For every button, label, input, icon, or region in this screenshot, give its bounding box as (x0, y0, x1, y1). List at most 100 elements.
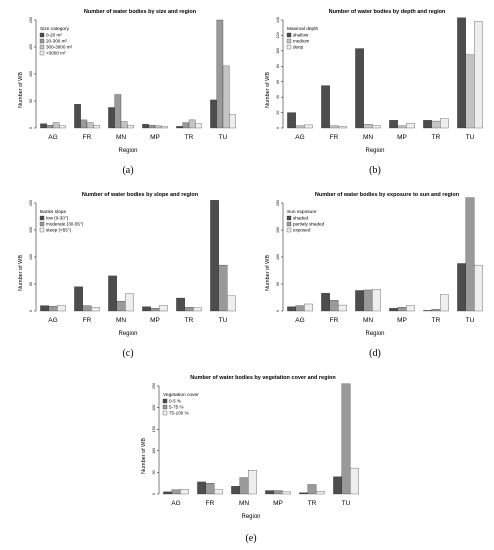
chart-legend: low (0-30°)moderate (30-55°)steep (>55°) (39, 215, 84, 233)
legend-swatch (39, 215, 45, 221)
bar (214, 489, 223, 495)
legend-label: exposed (293, 228, 311, 233)
panel-caption: (a) (122, 165, 134, 176)
chart-svg-slope: Number of water bodies by slope and regi… (18, 192, 236, 337)
bar (321, 293, 330, 312)
bar (457, 17, 466, 129)
legend-label: steep (>55°) (46, 228, 72, 233)
x-tick-label: FR (330, 317, 339, 324)
y-tick-label: 200 (152, 405, 156, 411)
y-tick-label: 50 (29, 282, 33, 286)
legend-label: shallow (293, 33, 309, 38)
legend-swatch (39, 221, 45, 227)
x-tick-label: MN (116, 134, 126, 141)
legend-label: 20-300 m² (46, 39, 67, 44)
legend-swatch (39, 50, 45, 56)
panel-caption: (d) (369, 348, 381, 359)
bar (227, 295, 236, 312)
chart-svg-vegetation: Number of water bodies by vegetation cov… (141, 375, 359, 520)
legend-label: partialy shaded (293, 222, 325, 227)
x-tick-label: FR (83, 317, 92, 324)
legend-swatch (39, 44, 45, 50)
y-tick-label: 50 (152, 470, 156, 474)
x-tick-label: MP (397, 134, 407, 141)
bar (154, 125, 162, 129)
bar (86, 122, 94, 129)
bar (304, 124, 313, 129)
bar (52, 122, 60, 129)
bar (465, 54, 475, 129)
x-tick-label: MN (116, 317, 126, 324)
bar (307, 484, 317, 495)
bar (40, 123, 47, 129)
bar (59, 125, 66, 129)
bar (338, 126, 347, 129)
bar (210, 200, 219, 312)
x-tick-label: MN (363, 134, 373, 141)
legend-swatch (286, 44, 292, 50)
x-tick-label: TR (432, 317, 441, 324)
legend-swatch (39, 32, 45, 38)
bar (182, 122, 190, 129)
bar (163, 491, 172, 495)
legend-title: Vegetation cover (163, 392, 199, 398)
legend-swatch (286, 38, 292, 44)
bar (148, 125, 156, 129)
bar (142, 306, 151, 312)
bar (295, 305, 305, 312)
x-axis-label: Region (365, 148, 384, 154)
bar (40, 305, 49, 312)
bar (142, 124, 149, 129)
bar (74, 104, 81, 129)
chart-title: Number of water bodies by slope and regi… (82, 192, 199, 198)
bar (216, 19, 224, 129)
y-tick-label: 150 (29, 227, 33, 233)
y-tick-label: 0 (29, 127, 33, 129)
bar (248, 470, 257, 495)
x-tick-label: TR (308, 500, 317, 507)
bar (180, 489, 189, 495)
x-tick-label: TU (219, 134, 228, 141)
legend-swatch (39, 38, 45, 44)
chart-panel-size: Number of water bodies by size and regio… (0, 0, 247, 180)
legend-label: shaded (293, 216, 309, 221)
y-tick-label: 0 (276, 310, 280, 312)
bar (474, 264, 483, 312)
panel-caption: (c) (122, 348, 134, 359)
bar (161, 126, 168, 129)
bar (114, 94, 122, 129)
legend-label: moderate (30-55°) (46, 222, 84, 227)
y-tick-label: 100 (152, 448, 156, 454)
bar (93, 125, 100, 129)
x-tick-label: TR (185, 134, 194, 141)
bar (108, 275, 117, 312)
bar (218, 264, 228, 312)
bar (108, 107, 115, 129)
x-tick-label: MN (239, 500, 249, 507)
panel-caption: (b) (369, 165, 381, 176)
x-tick-label: MP (150, 317, 160, 324)
bar (355, 48, 364, 129)
y-tick-label: 120 (276, 32, 280, 38)
bar (406, 305, 415, 312)
legend-label: medium (293, 39, 310, 44)
bar (184, 307, 194, 312)
bar (329, 125, 339, 129)
y-tick-label: 100 (29, 254, 33, 260)
y-tick-label: 200 (29, 17, 33, 23)
bar (205, 483, 215, 495)
y-tick-label: 200 (29, 200, 33, 206)
x-tick-label: MN (363, 317, 373, 324)
bar (127, 125, 134, 129)
legend-swatch (162, 410, 168, 416)
bar (431, 309, 441, 312)
bar (222, 65, 230, 129)
y-tick-label: 150 (152, 426, 156, 432)
x-tick-label: AG (295, 317, 304, 324)
bar (338, 304, 347, 312)
x-tick-label: TU (466, 134, 475, 141)
y-tick-label: 200 (276, 200, 280, 206)
x-tick-label: MP (273, 500, 283, 507)
bar (389, 120, 398, 129)
